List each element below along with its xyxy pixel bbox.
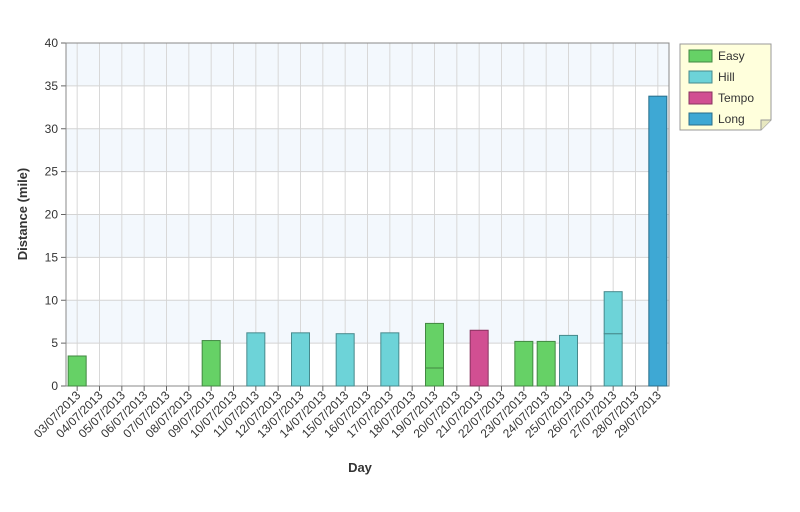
bar bbox=[603, 291, 623, 335]
legend-fold bbox=[760, 119, 771, 130]
bar bbox=[335, 333, 355, 387]
bar bbox=[425, 322, 444, 369]
y-tick-label: 5 bbox=[51, 336, 58, 350]
bar bbox=[67, 355, 87, 387]
y-tick-label: 15 bbox=[45, 250, 59, 264]
legend-swatch bbox=[688, 112, 713, 126]
y-tick-label: 35 bbox=[45, 79, 59, 93]
bar bbox=[603, 333, 623, 387]
legend-swatch bbox=[688, 49, 713, 63]
bar bbox=[648, 95, 668, 387]
legend: Easy Hill Tempo Long bbox=[679, 43, 772, 131]
bar bbox=[559, 334, 578, 387]
bar bbox=[201, 340, 221, 387]
y-tick-label: 40 bbox=[45, 36, 59, 50]
y-tick-label: 10 bbox=[45, 293, 59, 307]
y-axis-title: Distance (mile) bbox=[15, 168, 30, 260]
bar bbox=[291, 332, 310, 387]
y-tick-label: 30 bbox=[45, 122, 59, 136]
bar bbox=[246, 332, 266, 387]
bar bbox=[380, 332, 400, 387]
y-tick-label: 0 bbox=[51, 379, 58, 393]
legend-label: Easy bbox=[718, 49, 745, 63]
legend-swatch bbox=[688, 91, 713, 105]
legend-label: Hill bbox=[718, 70, 735, 84]
legend-swatch bbox=[688, 70, 713, 84]
bar bbox=[425, 367, 444, 387]
y-tick-label: 20 bbox=[45, 208, 59, 222]
legend-label: Long bbox=[718, 112, 745, 126]
legend-label: Tempo bbox=[718, 91, 754, 105]
x-axis-title: Day bbox=[348, 460, 373, 475]
bar bbox=[469, 329, 489, 387]
y-tick-label: 25 bbox=[45, 165, 59, 179]
bar bbox=[514, 340, 534, 387]
bar bbox=[536, 340, 556, 387]
